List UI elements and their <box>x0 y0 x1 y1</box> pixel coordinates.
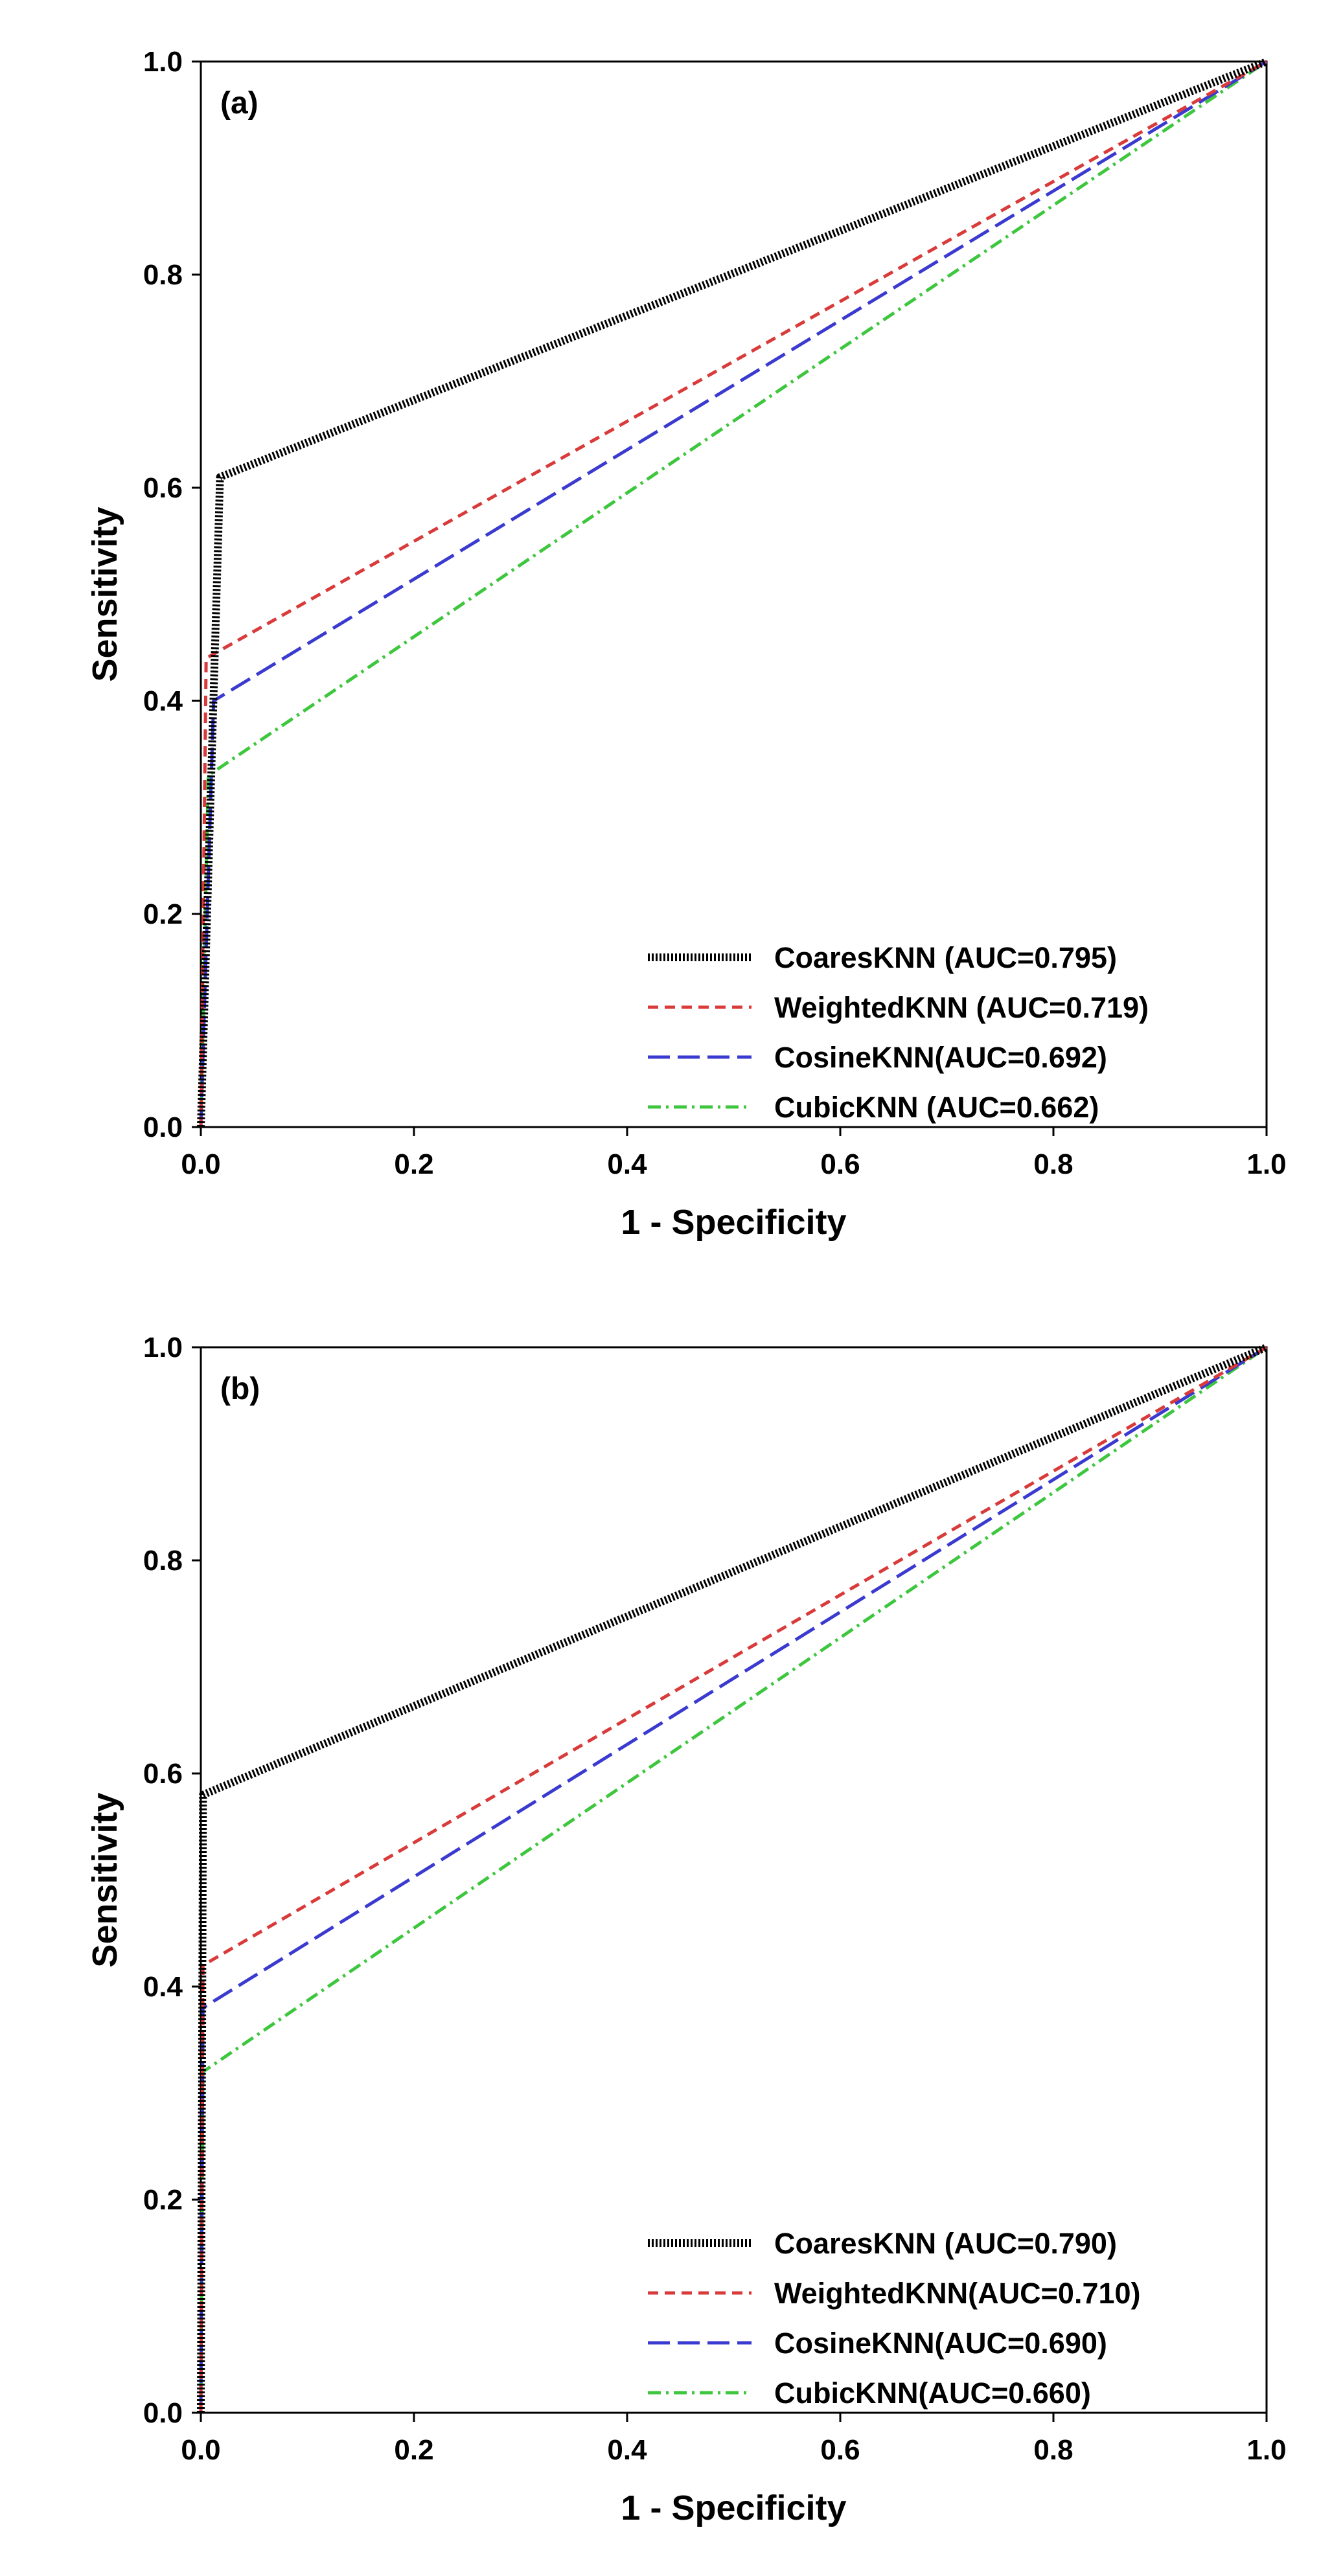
legend-entry: WeightedKNN(AUC=0.710) <box>774 2277 1141 2310</box>
roc-series-line <box>199 60 1268 1128</box>
y-tick-label: 0.8 <box>143 1545 183 1577</box>
x-tick-label: 0.2 <box>394 2434 433 2466</box>
roc-panel-b: 0.0 0.2 0.4 0.6 0.8 1.0 0.0 0.2 0.4 0.6 0.8 1.0 1 - … <box>86 1332 1287 2527</box>
legend-entry: CosineKNN(AUC=0.692) <box>774 1041 1107 1074</box>
plot-frame <box>200 60 1268 1128</box>
y-tick-label: 0.0 <box>143 2397 183 2429</box>
x-tick-label: 0.8 <box>1033 1148 1073 1180</box>
y-tick-label: 0.6 <box>143 472 183 504</box>
y-tick-label: 0.4 <box>143 685 183 717</box>
y-axis-title: Sensitivity <box>86 507 124 681</box>
x-tick-label: 0.6 <box>820 1148 860 1180</box>
legend-entry: CubicKNN(AUC=0.660) <box>774 2377 1091 2410</box>
y-tick-label: 0.6 <box>143 1758 183 1790</box>
roc-series-line <box>197 58 1268 1128</box>
x-tick-label: 1.0 <box>1246 2434 1286 2466</box>
legend-entry: CubicKNN (AUC=0.662) <box>774 1091 1099 1124</box>
panel-label: (a) <box>220 86 258 120</box>
y-tick-label: 0.8 <box>143 259 183 291</box>
x-tick-label: 0.2 <box>394 1148 433 1180</box>
legend-entry: CoaresKNN (AUC=0.795) <box>774 941 1117 974</box>
x-axis-title: 1 - Specificity <box>621 2489 846 2527</box>
roc-series-line <box>197 1343 1268 2413</box>
legend-entry: CosineKNN(AUC=0.690) <box>774 2327 1107 2360</box>
x-tick-label: 0.4 <box>607 2434 647 2466</box>
x-tick-label: 0.6 <box>820 2434 860 2466</box>
y-tick-label: 0.0 <box>143 1111 183 1143</box>
x-tick-label: 0.0 <box>181 2434 220 2466</box>
x-tick-label: 0.0 <box>181 1148 220 1180</box>
roc-series-line <box>199 60 1268 1128</box>
x-tick-label: 0.4 <box>607 1148 647 1180</box>
y-tick-label: 0.2 <box>143 898 183 930</box>
x-tick-label: 0.8 <box>1033 2434 1073 2466</box>
y-tick-label: 1.0 <box>143 46 183 78</box>
legend-entry: CoaresKNN (AUC=0.790) <box>774 2227 1117 2260</box>
panel-label: (b) <box>220 1372 260 1406</box>
y-tick-label: 0.2 <box>143 2184 183 2216</box>
y-axis-title: Sensitivity <box>86 1792 124 1967</box>
y-tick-label: 1.0 <box>143 1332 183 1363</box>
legend-entry: WeightedKNN (AUC=0.719) <box>774 991 1149 1024</box>
roc-panel-a: 0.0 0.2 0.4 0.6 0.8 1.0 0.0 0.2 0.4 0.6 0.8 1.0 1 - … <box>86 46 1287 1242</box>
y-tick-label: 0.4 <box>143 1971 183 2003</box>
x-axis-title: 1 - Specificity <box>621 1203 846 1242</box>
x-tick-label: 1.0 <box>1246 1148 1286 1180</box>
